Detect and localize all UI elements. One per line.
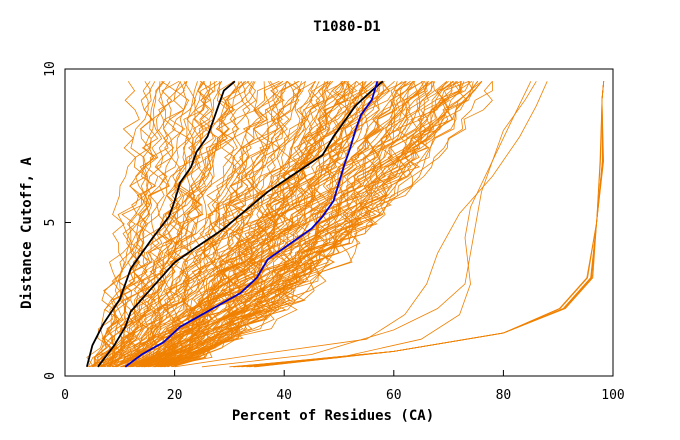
model-curve-106	[93, 81, 154, 368]
x-axis-label: Percent of Residues (CA)	[232, 408, 434, 424]
x-tick-label: 0	[61, 388, 69, 403]
model-curve-89	[136, 81, 414, 368]
model-curve-22	[96, 80, 176, 367]
model-curve-123	[146, 81, 391, 368]
model-curve-125	[120, 81, 295, 368]
model-curve-142	[93, 81, 165, 367]
outlier-curve-0	[174, 81, 548, 368]
right-curve-0	[253, 81, 605, 368]
model-curve-133	[109, 81, 279, 368]
model-curve-119	[101, 81, 198, 368]
model-curve-116	[114, 81, 275, 368]
model-curve-127	[127, 80, 329, 368]
model-curve-135	[157, 81, 462, 368]
model-curve-114	[118, 81, 256, 368]
x-tick-label: 20	[167, 388, 183, 403]
model-curve-9	[107, 81, 190, 368]
model-curve-138	[150, 80, 424, 368]
model-curve-88	[136, 81, 351, 368]
y-tick-label: 0	[43, 372, 58, 380]
model-curve-126	[148, 80, 407, 368]
model-curve-128	[132, 81, 349, 368]
highlighted-series-black-0	[86, 80, 236, 368]
y-tick-label: 10	[43, 61, 58, 77]
series-layer	[86, 80, 384, 368]
x-axis: 0 20 40 60 80 100	[61, 370, 625, 403]
model-curve-45	[90, 81, 188, 368]
chart-title: T1080-D1	[313, 19, 380, 35]
model-curve-110	[115, 80, 250, 367]
outlier-curve-1	[201, 81, 537, 368]
y-tick-label: 5	[43, 219, 58, 227]
model-curve-146	[109, 81, 216, 367]
model-curve-54	[126, 80, 306, 368]
model-curve-149	[154, 81, 462, 368]
model-curve-121	[125, 81, 367, 368]
model-curve-86	[106, 81, 240, 368]
model-curve-112	[88, 81, 203, 368]
model-curve-148	[108, 80, 214, 368]
model-curve-132	[138, 81, 414, 368]
highlighted-series-blue-2	[124, 81, 379, 368]
model-curve-33	[144, 81, 433, 368]
model-curve-124	[93, 81, 171, 367]
outlier-curve-2	[229, 81, 532, 368]
model-curve-139	[163, 80, 455, 368]
model-curve-115	[92, 81, 211, 368]
model-curve-20	[94, 81, 140, 367]
right-curve-7	[237, 81, 605, 368]
y-axis: 0 5 10	[43, 61, 71, 380]
model-curve-83	[143, 80, 415, 368]
x-tick-label: 40	[276, 388, 292, 403]
model-curve-41	[116, 81, 257, 368]
model-curve-136	[136, 81, 331, 368]
model-curve-64	[137, 81, 380, 368]
x-tick-label: 100	[601, 388, 624, 403]
model-curve-103	[101, 81, 207, 368]
model-curve-131	[87, 80, 180, 367]
model-curve-144	[108, 80, 299, 368]
model-curve-117	[126, 81, 364, 368]
x-tick-label: 80	[496, 388, 512, 403]
model-curve-113	[165, 81, 456, 368]
model-curve-74	[144, 81, 406, 368]
model-curve-147	[153, 81, 435, 368]
model-curve-44	[160, 81, 483, 368]
model-curve-140	[102, 80, 247, 368]
model-curve-137	[153, 81, 474, 368]
model-curve-61	[157, 81, 428, 368]
model-curve-19	[99, 81, 185, 368]
model-curve-46	[158, 81, 483, 368]
x-tick-label: 60	[386, 388, 402, 403]
model-curve-99	[172, 81, 493, 368]
model-curve-109	[139, 81, 428, 368]
model-curve-111	[127, 81, 321, 368]
model-curve-23	[155, 80, 454, 368]
y-axis-label: Distance Cutoff, A	[19, 157, 35, 309]
model-curve-122	[127, 81, 364, 368]
model-curve-107	[86, 81, 151, 368]
bundle-layer	[86, 80, 605, 368]
model-curve-141	[99, 81, 238, 368]
highlighted-series-black-1	[97, 80, 384, 368]
model-curve-60	[120, 81, 357, 368]
